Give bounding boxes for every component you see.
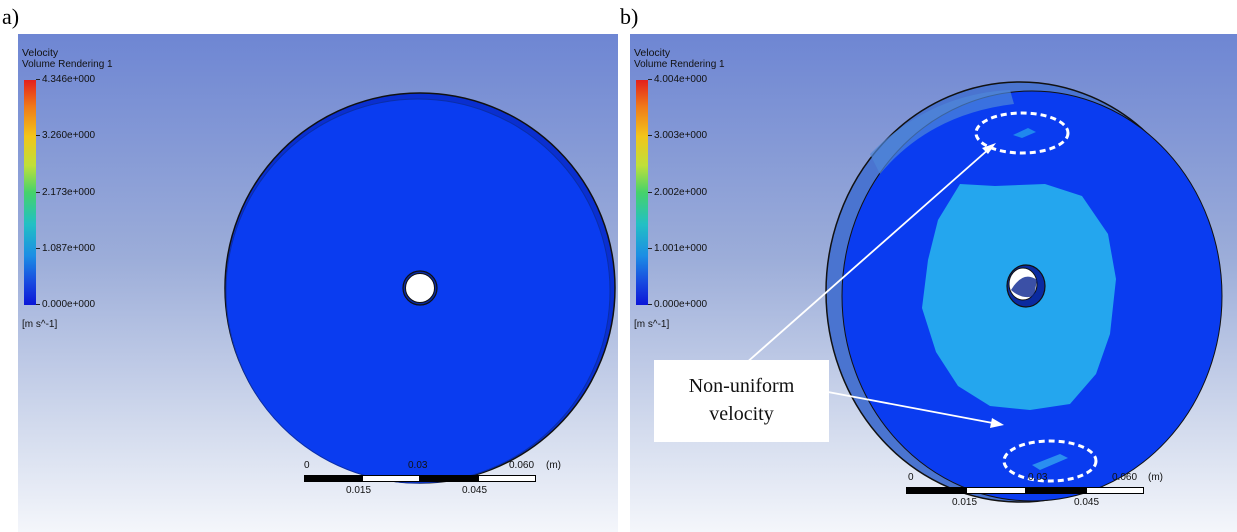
legend-tick-min: 0.000e+000: [36, 299, 95, 310]
scale-segment: [304, 475, 362, 482]
legend-unit: [m s^-1]: [22, 319, 58, 330]
scale-label: 0.045: [1074, 497, 1100, 508]
annotation-line-1: Non-uniform: [688, 375, 795, 397]
legend-tick: 2.173e+000: [36, 187, 95, 198]
highlight-ellipse-top: [974, 111, 1070, 155]
highlight-ellipse-bottom: [1002, 439, 1098, 483]
legend-tick: 1.087e+000: [36, 243, 95, 254]
scale-label: 0.060: [1112, 472, 1138, 483]
panel-b-label: b): [620, 4, 639, 29]
scale-label: 0.045: [462, 485, 488, 496]
viewport-panel-a[interactable]: Velocity Volume Rendering 1 4.346e+000 3…: [18, 34, 618, 532]
color-legend-bar: [24, 80, 36, 305]
scale-segment: [1026, 487, 1086, 494]
disk-geometry: [224, 92, 616, 484]
arrow-line-top: [744, 147, 991, 365]
legend-title: Velocity: [634, 47, 671, 59]
scale-segment: [906, 487, 966, 494]
legend-tick: 1.001e+000: [648, 243, 707, 254]
arrow-line-bottom: [827, 391, 999, 425]
scale-bar: 0 0.03 0.060 (m) 0.015 0.045: [304, 460, 564, 510]
legend-tick-max: 4.004e+000: [648, 74, 707, 85]
arrow-head-top: [982, 143, 996, 154]
scale-segment: [362, 475, 420, 482]
legend-tick: 3.260e+000: [36, 130, 95, 141]
scale-label: 0.03: [408, 460, 428, 471]
panel-a-label: a): [2, 4, 20, 29]
scale-label: 0: [304, 460, 310, 471]
scale-segment: [1086, 487, 1144, 494]
legend-tick-min: 0.000e+000: [648, 299, 707, 310]
scale-segment: [478, 475, 536, 482]
center-hole-shadow: [1011, 276, 1037, 298]
legend-unit: [m s^-1]: [634, 319, 670, 330]
legend-tick: 2.002e+000: [648, 187, 707, 198]
annotation-box: Non-uniform velocity: [654, 360, 829, 442]
legend-title: Velocity: [22, 47, 59, 59]
scale-bar: 0 0.03 0.060 (m) 0.015 0.045: [906, 472, 1166, 522]
color-legend-bar: [636, 80, 648, 305]
scale-label: 0.015: [952, 497, 978, 508]
scale-unit: (m): [1148, 472, 1163, 483]
scale-unit: (m): [546, 460, 561, 471]
scale-label: 0: [908, 472, 914, 483]
center-hole: [405, 273, 435, 303]
velocity-spot-bottom: [1032, 454, 1068, 470]
legend-tick-max: 4.346e+000: [36, 74, 95, 85]
scale-segment: [966, 487, 1026, 494]
scale-label: 0.015: [346, 485, 372, 496]
scale-label: 0.060: [509, 460, 535, 471]
legend-subtitle: Volume Rendering 1: [634, 59, 725, 70]
scale-label: 0.03: [1028, 472, 1048, 483]
disk-geometry: [744, 81, 1223, 503]
velocity-spot-top: [1013, 128, 1036, 138]
viewport-panel-b[interactable]: Velocity Volume Rendering 1 4.004e+000 3…: [630, 34, 1237, 532]
rim-highlight: [870, 90, 1014, 174]
legend-tick: 3.003e+000: [648, 130, 707, 141]
arrow-head-bottom: [990, 418, 1004, 428]
scale-segment: [420, 475, 478, 482]
legend-subtitle: Volume Rendering 1: [22, 59, 113, 70]
annotation-line-2: velocity: [709, 403, 774, 425]
